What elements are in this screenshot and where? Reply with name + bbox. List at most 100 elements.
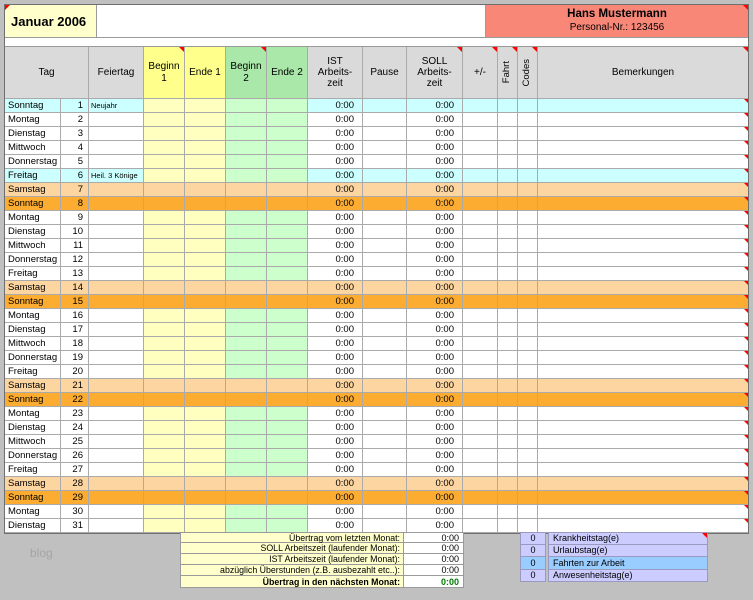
pause-cell[interactable] bbox=[363, 267, 407, 281]
fahrt-cell[interactable] bbox=[498, 127, 518, 141]
beginn1-cell[interactable] bbox=[144, 463, 185, 477]
codes-cell[interactable] bbox=[518, 267, 538, 281]
beginn1-cell[interactable] bbox=[144, 365, 185, 379]
beginn2-cell[interactable] bbox=[226, 435, 267, 449]
pause-cell[interactable] bbox=[363, 519, 407, 533]
beginn1-cell[interactable] bbox=[144, 421, 185, 435]
pause-cell[interactable] bbox=[363, 351, 407, 365]
fahrt-cell[interactable] bbox=[498, 435, 518, 449]
beginn1-cell[interactable] bbox=[144, 323, 185, 337]
summary-value[interactable]: 0:00 bbox=[404, 565, 464, 576]
beginn1-cell[interactable] bbox=[144, 477, 185, 491]
beginn1-cell[interactable] bbox=[144, 407, 185, 421]
pause-cell[interactable] bbox=[363, 281, 407, 295]
ende1-cell[interactable] bbox=[185, 393, 226, 407]
pause-cell[interactable] bbox=[363, 463, 407, 477]
codes-cell[interactable] bbox=[518, 127, 538, 141]
ende1-cell[interactable] bbox=[185, 183, 226, 197]
ende1-cell[interactable] bbox=[185, 519, 226, 533]
pause-cell[interactable] bbox=[363, 477, 407, 491]
bemerkungen-cell[interactable] bbox=[538, 99, 748, 113]
pause-cell[interactable] bbox=[363, 379, 407, 393]
fahrt-cell[interactable] bbox=[498, 491, 518, 505]
bemerkungen-cell[interactable] bbox=[538, 155, 748, 169]
summary-value[interactable]: 0:00 bbox=[404, 554, 464, 565]
beginn1-cell[interactable] bbox=[144, 239, 185, 253]
codes-cell[interactable] bbox=[518, 253, 538, 267]
ende2-cell[interactable] bbox=[267, 211, 308, 225]
bemerkungen-cell[interactable] bbox=[538, 281, 748, 295]
summary-value[interactable]: 0:00 bbox=[404, 576, 464, 588]
codes-cell[interactable] bbox=[518, 183, 538, 197]
bemerkungen-cell[interactable] bbox=[538, 309, 748, 323]
ende2-cell[interactable] bbox=[267, 169, 308, 183]
pause-cell[interactable] bbox=[363, 169, 407, 183]
codes-cell[interactable] bbox=[518, 393, 538, 407]
codes-cell[interactable] bbox=[518, 519, 538, 533]
codes-cell[interactable] bbox=[518, 505, 538, 519]
bemerkungen-cell[interactable] bbox=[538, 295, 748, 309]
fahrt-cell[interactable] bbox=[498, 141, 518, 155]
codes-cell[interactable] bbox=[518, 323, 538, 337]
pause-cell[interactable] bbox=[363, 253, 407, 267]
bemerkungen-cell[interactable] bbox=[538, 393, 748, 407]
beginn2-cell[interactable] bbox=[226, 477, 267, 491]
ende1-cell[interactable] bbox=[185, 505, 226, 519]
beginn1-cell[interactable] bbox=[144, 141, 185, 155]
pause-cell[interactable] bbox=[363, 113, 407, 127]
ende2-cell[interactable] bbox=[267, 113, 308, 127]
codes-cell[interactable] bbox=[518, 421, 538, 435]
ende1-cell[interactable] bbox=[185, 211, 226, 225]
fahrt-cell[interactable] bbox=[498, 379, 518, 393]
fahrt-cell[interactable] bbox=[498, 323, 518, 337]
beginn1-cell[interactable] bbox=[144, 337, 185, 351]
bemerkungen-cell[interactable] bbox=[538, 463, 748, 477]
beginn1-cell[interactable] bbox=[144, 519, 185, 533]
pause-cell[interactable] bbox=[363, 491, 407, 505]
codes-cell[interactable] bbox=[518, 337, 538, 351]
ende1-cell[interactable] bbox=[185, 435, 226, 449]
beginn2-cell[interactable] bbox=[226, 309, 267, 323]
beginn1-cell[interactable] bbox=[144, 351, 185, 365]
bemerkungen-cell[interactable] bbox=[538, 435, 748, 449]
ende2-cell[interactable] bbox=[267, 225, 308, 239]
ende1-cell[interactable] bbox=[185, 197, 226, 211]
beginn2-cell[interactable] bbox=[226, 407, 267, 421]
pause-cell[interactable] bbox=[363, 393, 407, 407]
beginn2-cell[interactable] bbox=[226, 183, 267, 197]
bemerkungen-cell[interactable] bbox=[538, 197, 748, 211]
pause-cell[interactable] bbox=[363, 435, 407, 449]
ende1-cell[interactable] bbox=[185, 351, 226, 365]
ende1-cell[interactable] bbox=[185, 379, 226, 393]
fahrt-cell[interactable] bbox=[498, 309, 518, 323]
codes-cell[interactable] bbox=[518, 211, 538, 225]
pause-cell[interactable] bbox=[363, 197, 407, 211]
bemerkungen-cell[interactable] bbox=[538, 351, 748, 365]
codes-cell[interactable] bbox=[518, 435, 538, 449]
codes-cell[interactable] bbox=[518, 379, 538, 393]
ende2-cell[interactable] bbox=[267, 351, 308, 365]
beginn1-cell[interactable] bbox=[144, 449, 185, 463]
bemerkungen-cell[interactable] bbox=[538, 477, 748, 491]
beginn2-cell[interactable] bbox=[226, 295, 267, 309]
bemerkungen-cell[interactable] bbox=[538, 225, 748, 239]
bemerkungen-cell[interactable] bbox=[538, 267, 748, 281]
ende2-cell[interactable] bbox=[267, 155, 308, 169]
fahrt-cell[interactable] bbox=[498, 337, 518, 351]
pause-cell[interactable] bbox=[363, 225, 407, 239]
beginn2-cell[interactable] bbox=[226, 239, 267, 253]
codes-cell[interactable] bbox=[518, 113, 538, 127]
beginn2-cell[interactable] bbox=[226, 491, 267, 505]
ende2-cell[interactable] bbox=[267, 197, 308, 211]
beginn2-cell[interactable] bbox=[226, 505, 267, 519]
ende1-cell[interactable] bbox=[185, 281, 226, 295]
pause-cell[interactable] bbox=[363, 505, 407, 519]
bemerkungen-cell[interactable] bbox=[538, 519, 748, 533]
beginn2-cell[interactable] bbox=[226, 99, 267, 113]
ende2-cell[interactable] bbox=[267, 281, 308, 295]
bemerkungen-cell[interactable] bbox=[538, 253, 748, 267]
ende1-cell[interactable] bbox=[185, 155, 226, 169]
fahrt-cell[interactable] bbox=[498, 505, 518, 519]
pause-cell[interactable] bbox=[363, 365, 407, 379]
fahrt-cell[interactable] bbox=[498, 295, 518, 309]
